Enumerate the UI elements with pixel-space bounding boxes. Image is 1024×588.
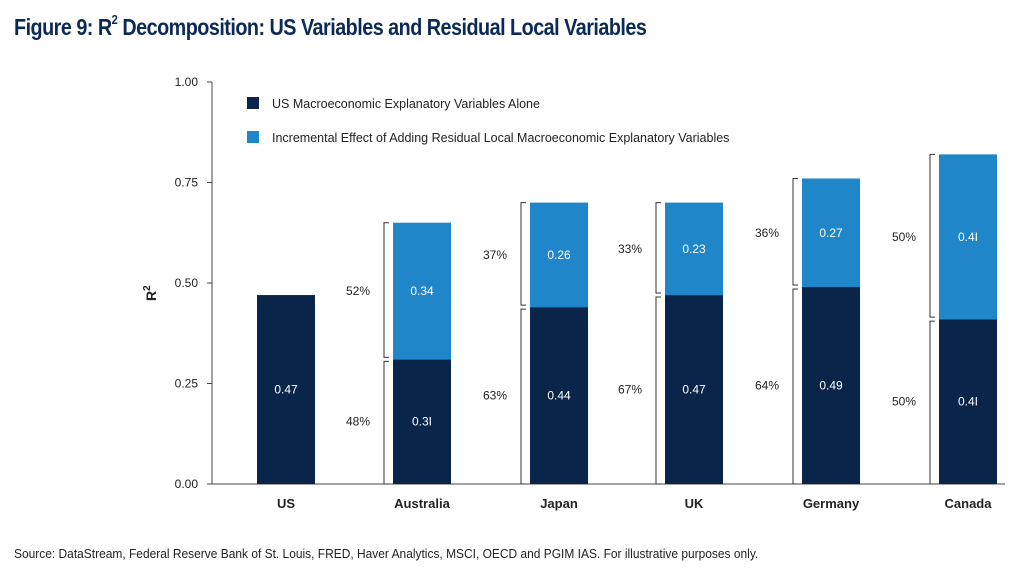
bar-incremental (802, 178, 860, 288)
share-bracket-us-alone (520, 308, 526, 485)
share-bracket-us-alone (792, 288, 798, 485)
share-label-incremental: 50% (892, 230, 916, 244)
bar-value-label: 0.26 (547, 248, 571, 262)
y-axis-label-base: R (143, 291, 159, 301)
stacked-bar-chart: 0.00 0.25 0.50 0.75 1.00 R2 US Macroeconomic E… (142, 75, 1005, 511)
share-label-us-alone: 63% (483, 389, 507, 403)
legend-label-incremental: Incremental Effect of Adding Residual Lo… (272, 131, 729, 145)
bar-value-label: 0.3I (412, 415, 432, 429)
y-tick-label: 1.00 (175, 75, 199, 89)
y-tick-label: 0.25 (175, 377, 199, 391)
y-axis-label: R2 (142, 285, 159, 301)
bar-us-alone (393, 359, 451, 484)
share-label-incremental: 33% (618, 242, 642, 256)
share-label-us-alone: 50% (892, 395, 916, 409)
bar-us-alone (939, 319, 997, 484)
x-tick-label: UK (685, 496, 704, 511)
share-label-incremental: 37% (483, 248, 507, 262)
share-label-us-alone: 48% (346, 415, 370, 429)
bar-us-alone (665, 295, 723, 484)
share-label-us-alone: 64% (755, 379, 779, 393)
y-tick-label: 0.00 (175, 477, 199, 491)
share-bracket-us-alone (929, 320, 935, 485)
bar-us-alone (257, 295, 315, 484)
bar-incremental (665, 202, 723, 296)
chart-title-superscript: 2 (111, 12, 118, 28)
share-bracket-incremental (655, 202, 661, 294)
share-bracket-incremental (383, 222, 389, 358)
chart-title: Figure 9: R2 Decomposition: US Variables… (14, 12, 647, 41)
legend-swatch-us-alone (247, 97, 259, 109)
x-tick-label: US (277, 496, 295, 511)
legend-label-us-alone: US Macroeconomic Explanatory Variables A… (272, 97, 540, 111)
share-bracket-incremental (520, 202, 526, 306)
bar-value-label: 0.4I (958, 230, 978, 244)
share-label-incremental: 52% (346, 284, 370, 298)
share-bracket-incremental (792, 177, 798, 286)
share-bracket-us-alone (655, 296, 661, 485)
bar-incremental (393, 222, 451, 360)
bar-value-label: 0.47 (682, 383, 706, 397)
share-label-incremental: 36% (755, 226, 779, 240)
chart-title-suffix: Decomposition: US Variables and Residual… (117, 14, 647, 40)
bar-us-alone (802, 287, 860, 484)
share-bracket-incremental (929, 153, 935, 318)
x-tick-label: Japan (540, 496, 578, 511)
x-tick-label: Australia (394, 496, 450, 511)
bar-value-label: 0.44 (547, 389, 571, 403)
bar-value-label: 0.49 (819, 379, 843, 393)
chart-title-prefix: Figure 9: R (14, 14, 112, 40)
source-note: Source: DataStream, Federal Reserve Bank… (14, 546, 759, 561)
bar-value-label: 0.47 (274, 383, 298, 397)
bar-us-alone (530, 307, 588, 484)
bar-value-label: 0.4I (958, 395, 978, 409)
bar-value-label: 0.23 (682, 242, 706, 256)
y-tick-label: 0.50 (175, 276, 199, 290)
share-label-us-alone: 67% (618, 383, 642, 397)
bar-value-label: 0.27 (819, 226, 843, 240)
legend-swatch-incremental (247, 131, 259, 143)
bar-value-label: 0.34 (410, 284, 434, 298)
bar-incremental (939, 154, 997, 320)
y-axis-label-superscript: 2 (142, 285, 153, 291)
y-tick-label: 0.75 (175, 176, 199, 190)
share-bracket-us-alone (383, 360, 389, 485)
x-tick-label: Germany (803, 496, 860, 511)
bar-incremental (530, 202, 588, 308)
x-tick-label: Canada (945, 496, 993, 511)
